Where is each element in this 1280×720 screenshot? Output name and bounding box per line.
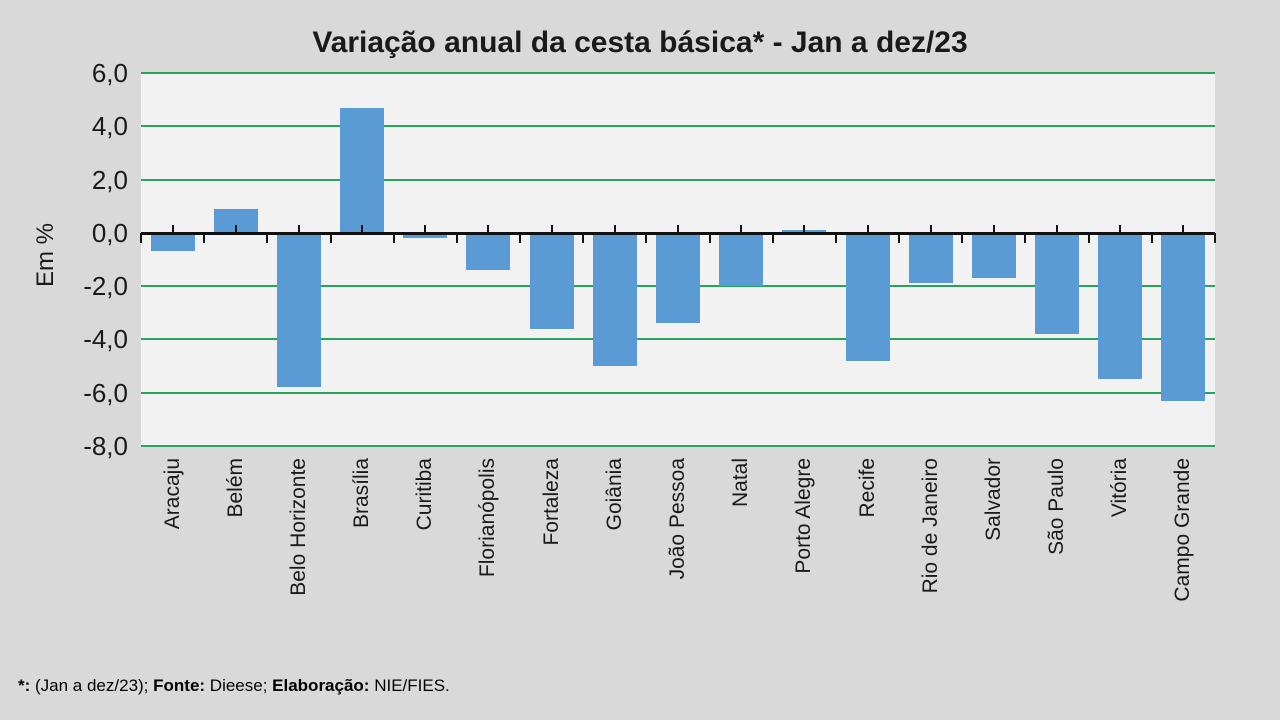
axis-tick-boundary (329, 232, 332, 243)
footnote-source: Dieese; (205, 676, 273, 695)
x-label-recife: Recife (855, 458, 879, 518)
axis-tick-boundary (771, 232, 774, 243)
x-label-florianópolis: Florianópolis (476, 458, 500, 578)
y-tick-label--4: -4,0 (83, 324, 128, 355)
x-label-joão-pessoa: João Pessoa (666, 458, 689, 580)
source-footnote: *: (Jan a dez/23); Fonte: Dieese; Elabor… (18, 676, 450, 696)
bar-curitiba (403, 232, 448, 239)
footnote-elaboration-label: Elaboração: (272, 676, 370, 695)
x-label-são-paulo: São Paulo (1045, 458, 1069, 555)
footnote-elaboration: NIE/FIES. (369, 676, 450, 695)
gridline--8 (141, 445, 1215, 447)
axis-tick-boundary (961, 232, 964, 243)
axis-tick-boundary (203, 232, 206, 243)
y-tick-label-6: 6,0 (91, 58, 128, 88)
gridline-4 (141, 125, 1215, 128)
y-axis-title: Em % (32, 222, 59, 287)
x-label-natal: Natal (729, 458, 753, 508)
gridline--4 (141, 338, 1215, 341)
bar-florianópolis (466, 232, 511, 271)
axis-tick-center (1056, 224, 1059, 233)
axis-tick-boundary (708, 232, 711, 243)
bar-são-paulo (1035, 232, 1080, 335)
axis-tick-center (234, 224, 237, 233)
x-label-rio-de-janeiro: Rio de Janeiro (918, 458, 942, 594)
axis-tick-center (677, 224, 679, 233)
footnote-period: (Jan a dez/23); (30, 676, 154, 695)
axis-tick-boundary (1024, 232, 1027, 243)
axis-tick-boundary (519, 232, 522, 243)
axis-tick-boundary (582, 232, 585, 243)
bar-campo-grande (1161, 232, 1206, 401)
axis-tick-boundary (898, 232, 901, 243)
y-tick-label-2: 2,0 (91, 164, 128, 195)
y-tick-label-4: 4,0 (91, 111, 128, 142)
axis-tick-center (1182, 224, 1185, 233)
axis-tick-boundary (645, 232, 648, 243)
y-tick-label--8: -8,0 (83, 431, 128, 461)
x-label-belém: Belém (223, 458, 247, 518)
x-label-curitiba: Curitiba (413, 458, 437, 531)
axis-tick-boundary (266, 232, 269, 243)
x-label-brasília: Brasília (350, 458, 374, 529)
x-label-vitória: Vitória (1108, 458, 1132, 518)
axis-tick-center (740, 224, 743, 233)
axis-tick-center (550, 224, 553, 233)
gridline-6 (141, 72, 1215, 74)
chart-title: Variação anual da cesta básica* - Jan a … (312, 26, 968, 59)
x-label-porto-alegre: Porto Alegre (792, 458, 816, 574)
gridline--6 (141, 391, 1215, 394)
y-tick-label--2: -2,0 (83, 271, 128, 302)
footnote-source-label: Fonte: (153, 676, 206, 695)
bar-brasília (340, 107, 385, 233)
x-label-goiânia: Goiânia (602, 458, 626, 531)
axis-tick-boundary (1214, 232, 1216, 243)
x-label-belo-horizonte: Belo Horizonte (286, 458, 310, 596)
axis-tick-center (171, 224, 174, 233)
axis-tick-boundary (834, 232, 837, 243)
bar-joão-pessoa (656, 232, 700, 324)
axis-tick-center (487, 224, 490, 233)
axis-tick-boundary (1087, 232, 1090, 243)
x-label-aracaju: Aracaju (160, 458, 184, 530)
axis-tick-center (866, 224, 869, 233)
axis-tick-center (803, 224, 806, 233)
axis-tick-center (361, 224, 364, 233)
bar-rio-de-janeiro (908, 232, 953, 284)
axis-tick-boundary (455, 232, 458, 243)
axis-tick-center (929, 224, 932, 233)
axis-tick-boundary (1150, 232, 1153, 243)
bar-belo-horizonte (276, 232, 321, 388)
bar-aracaju (150, 232, 195, 252)
bar-goiânia (592, 232, 637, 367)
bar-fortaleza (529, 232, 574, 329)
axis-tick-center (613, 224, 616, 233)
axis-tick-center (424, 224, 427, 233)
axis-tick-boundary (392, 232, 395, 243)
x-label-salvador: Salvador (981, 458, 1005, 541)
bar-vitória (1098, 232, 1143, 380)
bar-belém (213, 208, 258, 233)
x-axis-line (141, 231, 1215, 235)
bar-recife (845, 232, 890, 361)
gridline-2 (141, 178, 1215, 181)
axis-tick-center (992, 224, 995, 233)
y-tick-label--6: -6,0 (83, 377, 128, 408)
axis-tick-boundary (140, 232, 142, 243)
y-tick-label-0: 0,0 (91, 217, 128, 248)
axis-tick-center (297, 224, 300, 233)
bar-salvador (971, 232, 1016, 279)
x-label-campo-grande: Campo Grande (1171, 458, 1195, 602)
axis-tick-center (1119, 224, 1122, 233)
bar-natal (719, 232, 764, 287)
footnote-marker: *: (18, 676, 31, 695)
x-label-fortaleza: Fortaleza (539, 458, 563, 546)
